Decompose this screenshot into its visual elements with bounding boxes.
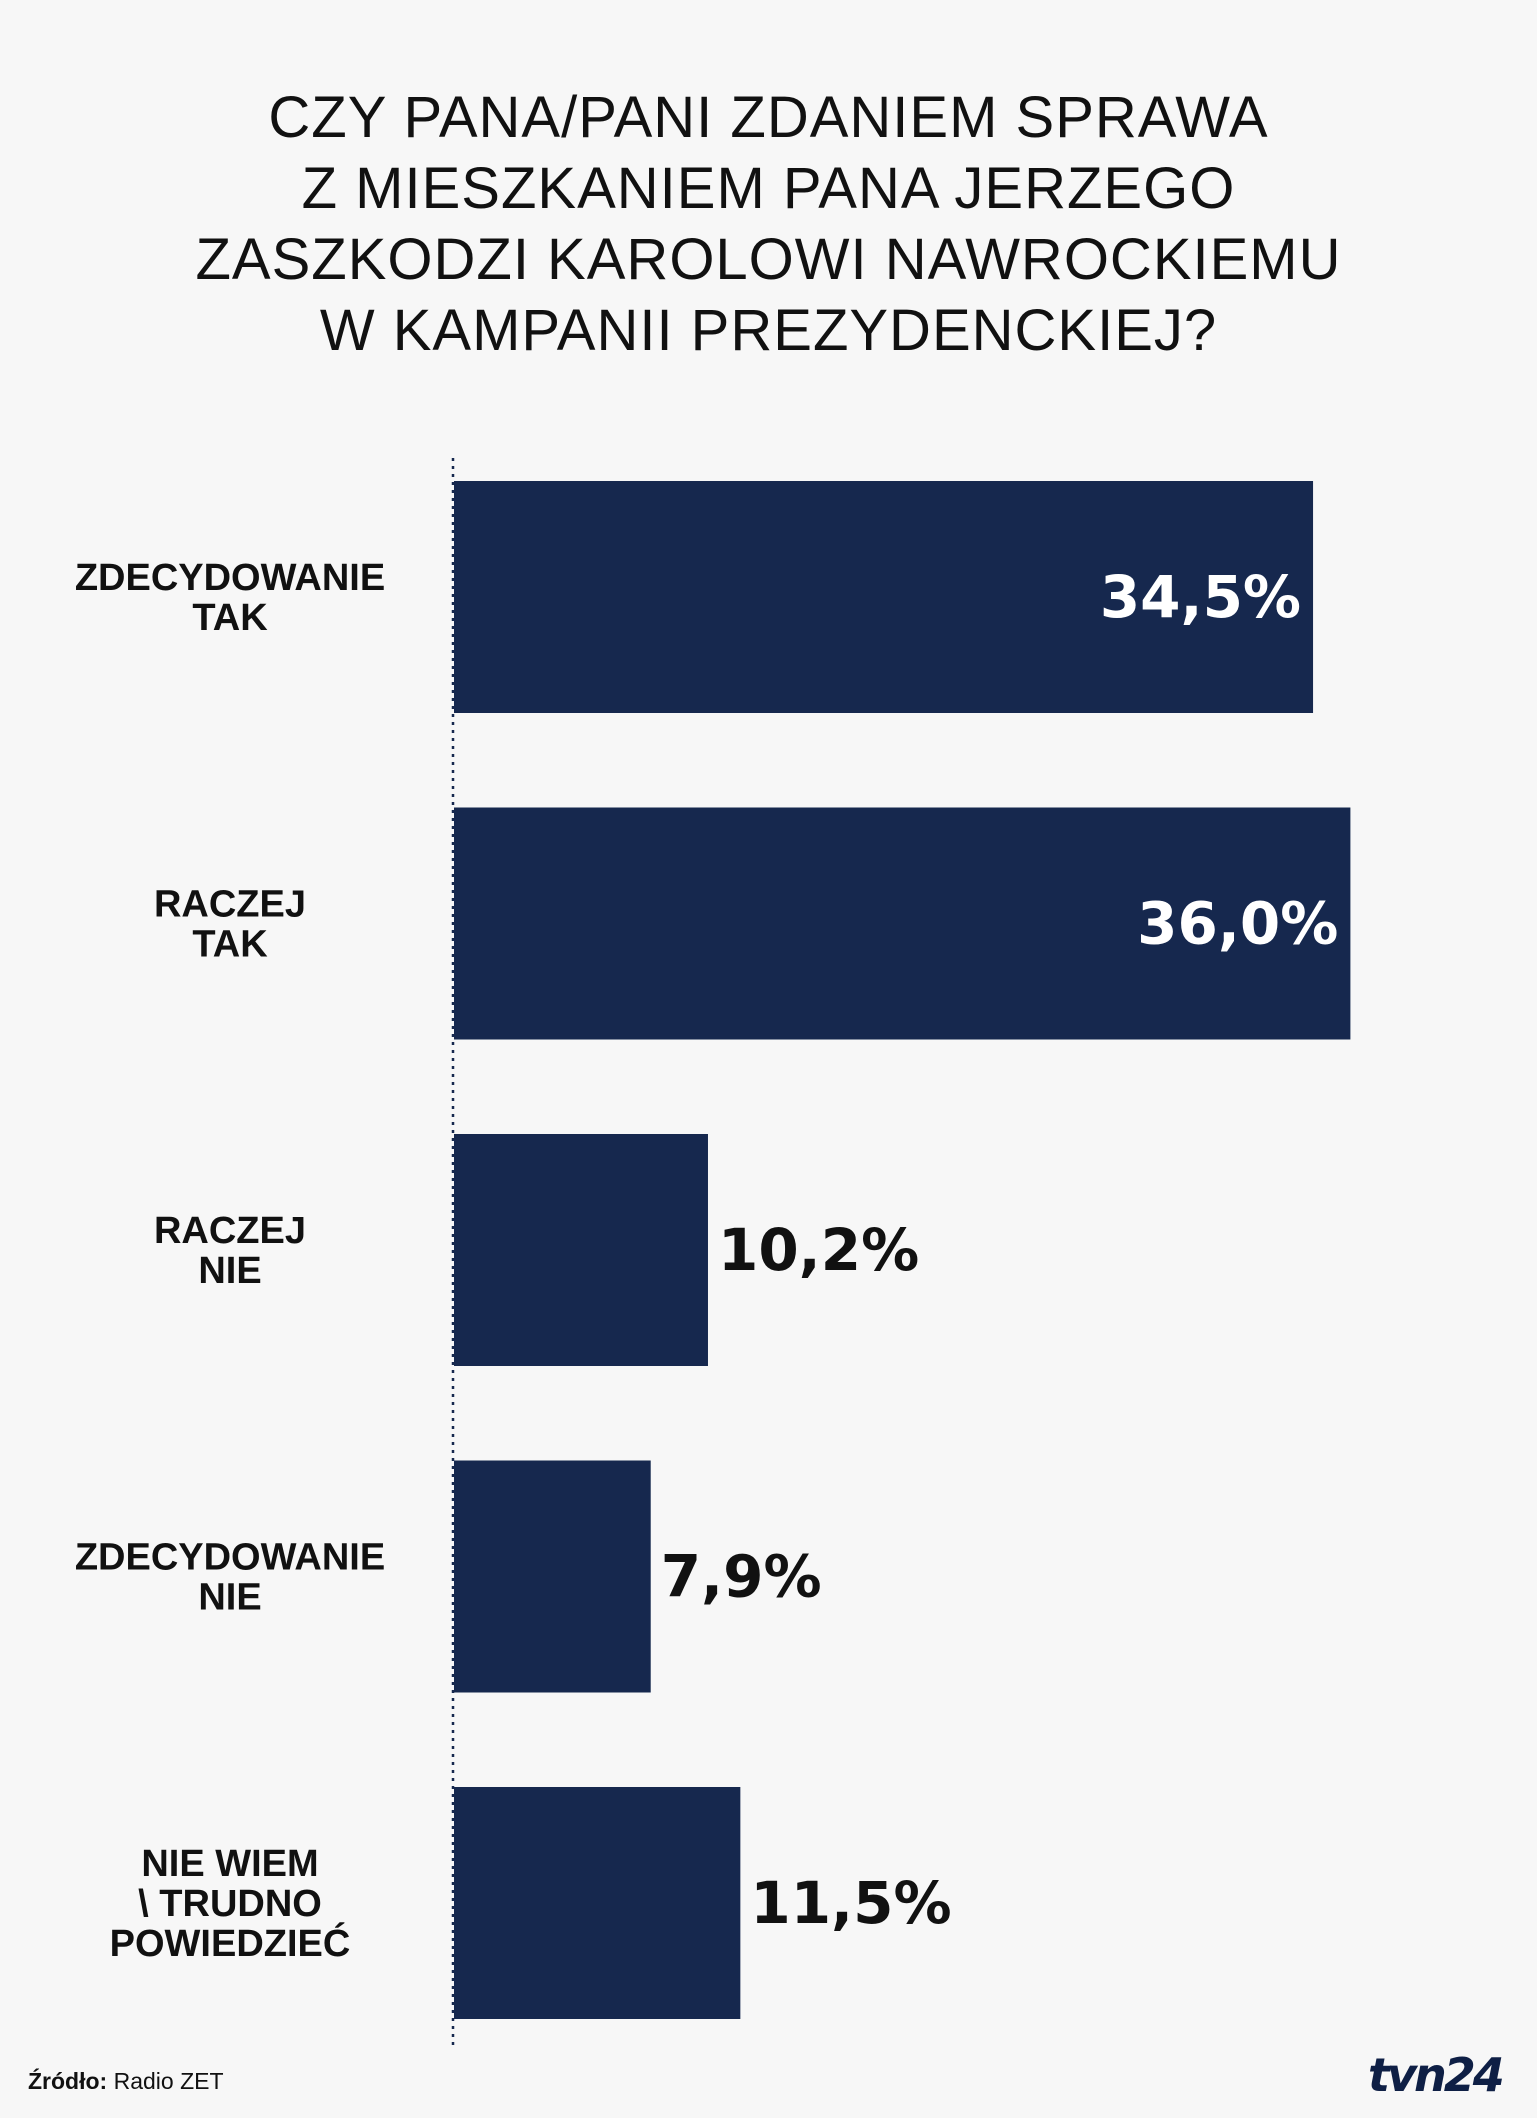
value-label: 10,2% (718, 1216, 919, 1284)
bar (454, 1460, 651, 1693)
category-label-line: TAK (192, 924, 268, 966)
bar (454, 481, 1314, 713)
title-line: CZY PANA/PANI ZDANIEM SPRAWA (268, 85, 1269, 150)
category-label-line: ZDECYDOWANIE (75, 557, 385, 599)
title-line: ZASZKODZI KAROLOWI NAWROCKIEMU (195, 227, 1342, 292)
category-label-line: NIE (198, 1250, 261, 1292)
tvn24-logo: tvn24 (1368, 2048, 1505, 2102)
category-label-line: RACZEJ (154, 884, 306, 926)
category-label-line: TAK (192, 597, 268, 639)
bars-group: ZDECYDOWANIE TAK 34,5%RACZEJ TAK 36,0%RACZEJ… (75, 481, 1351, 2019)
category-label: ZDECYDOWANIE NIE (75, 1537, 385, 1619)
bar (454, 1134, 708, 1366)
value-label: 34,5% (1100, 563, 1301, 631)
value-label: 36,0% (1137, 890, 1338, 958)
category-label: NIE WIEM \ TRUDNO POWIEDZIEĆ (110, 1843, 351, 1965)
category-label: RACZEJ NIE (154, 1210, 306, 1292)
source-label: Źródło: (28, 2068, 108, 2094)
category-label: RACZEJ TAK (154, 884, 306, 966)
category-label-line: ZDECYDOWANIE (75, 1537, 385, 1579)
source-value: Radio ZET (113, 2068, 224, 2094)
category-label-line: NIE (198, 1577, 261, 1619)
category-label-line: POWIEDZIEĆ (110, 1921, 351, 1965)
title-line: Z MIESZKANIEM PANA JERZEGO (301, 156, 1236, 221)
bar (454, 1787, 741, 2019)
title-line: W KAMPANII PREZYDENCKIEJ? (319, 298, 1218, 363)
value-label: 7,9% (661, 1543, 822, 1611)
chart-title: CZY PANA/PANI ZDANIEM SPRAWA Z MIESZKANI… (0, 82, 1537, 366)
category-label-line: \ TRUDNO (138, 1883, 322, 1925)
source-note: Źródło: Radio ZET (28, 2068, 224, 2095)
category-label: ZDECYDOWANIE TAK (75, 557, 385, 639)
category-label-line: NIE WIEM (141, 1843, 318, 1885)
value-label: 11,5% (750, 1869, 951, 1937)
bar (454, 807, 1351, 1040)
category-label-line: RACZEJ (154, 1210, 306, 1252)
